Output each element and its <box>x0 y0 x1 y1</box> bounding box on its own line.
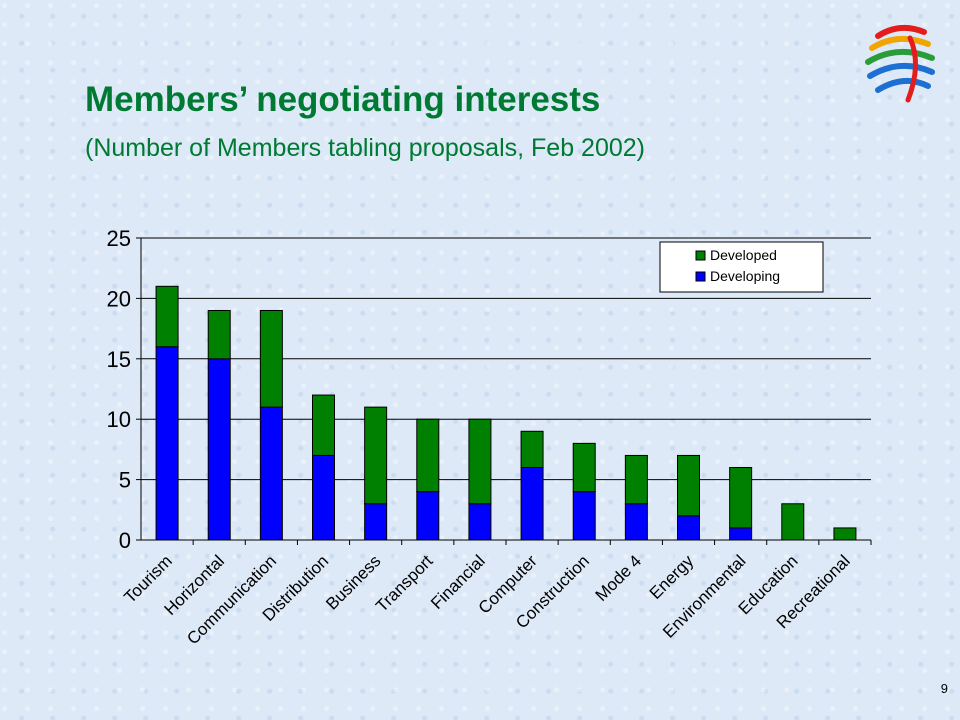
bar-developing-communication <box>259 406 283 541</box>
bar-developing-environmental <box>729 527 753 541</box>
bar-developing-tourism <box>155 346 179 541</box>
legend-swatch-developing <box>695 271 706 282</box>
bar-developed-computer <box>520 430 544 469</box>
page-number: 9 <box>940 681 948 696</box>
bar-developed-horizontal <box>207 309 231 360</box>
bar-developing-business <box>364 503 388 541</box>
y-tick-label: 25 <box>107 226 131 251</box>
bar-developed-energy <box>677 454 700 517</box>
bar-developed-communication <box>259 309 283 408</box>
x-tick-label: Energy <box>646 551 698 603</box>
x-tick-label: Transport <box>372 551 437 616</box>
y-tick-label: 15 <box>107 347 131 372</box>
bar-developed-tourism <box>155 285 179 348</box>
chart-legend: Developed Developing <box>659 241 824 293</box>
legend-label-developing: Developing <box>710 268 780 284</box>
bar-developing-horizontal <box>207 358 231 541</box>
y-tick-label: 10 <box>107 407 131 432</box>
slide-title: Members’ negotiating interests <box>85 80 601 119</box>
bar-developed-business <box>364 406 388 505</box>
bar-developed-transport <box>416 418 440 493</box>
bar-developed-recreational <box>833 527 857 541</box>
bar-developed-financial <box>468 418 492 505</box>
legend-box <box>659 241 824 293</box>
bar-developing-computer <box>520 467 544 541</box>
slide-subtitle: (Number of Members tabling proposals, Fe… <box>85 134 645 162</box>
bar-developed-mode-4 <box>624 454 648 505</box>
bar-developing-distribution <box>312 454 335 541</box>
bar-developed-construction <box>572 442 596 493</box>
legend-swatch-developed <box>695 250 706 261</box>
wto-logo-icon <box>865 24 935 103</box>
bar-developed-distribution <box>312 394 335 456</box>
bar-developing-construction <box>572 491 596 541</box>
x-tick-label: Mode 4 <box>592 551 646 605</box>
bar-developed-education <box>781 503 805 541</box>
y-tick-label: 5 <box>119 468 131 493</box>
legend-label-developed: Developed <box>710 247 777 263</box>
bar-developed-environmental <box>729 467 753 529</box>
bar-developing-mode-4 <box>624 503 648 541</box>
x-tick-label: Communication <box>183 551 280 648</box>
y-tick-label: 20 <box>107 286 131 311</box>
bar-developing-transport <box>416 491 440 541</box>
y-tick-label: 0 <box>119 528 131 553</box>
bar-developing-financial <box>468 503 492 541</box>
bar-developing-energy <box>677 515 700 541</box>
